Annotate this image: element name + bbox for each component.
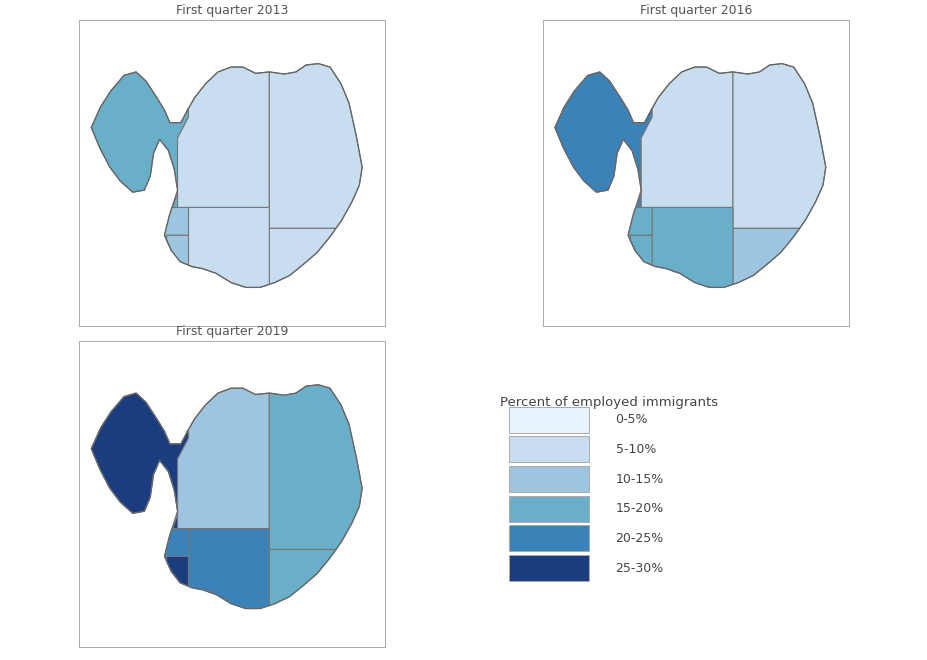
- Polygon shape: [269, 550, 336, 605]
- Bar: [508, 407, 589, 433]
- Polygon shape: [167, 235, 188, 265]
- Polygon shape: [269, 63, 362, 228]
- Polygon shape: [91, 393, 188, 513]
- Polygon shape: [167, 556, 188, 586]
- Title: First quarter 2019: First quarter 2019: [176, 325, 288, 339]
- Polygon shape: [554, 72, 652, 192]
- Polygon shape: [629, 235, 652, 265]
- Bar: [508, 436, 589, 463]
- Text: 0-5%: 0-5%: [615, 413, 647, 426]
- Polygon shape: [177, 388, 269, 529]
- Polygon shape: [188, 529, 269, 609]
- Bar: [508, 555, 589, 581]
- Polygon shape: [171, 190, 177, 207]
- Polygon shape: [164, 207, 188, 251]
- Polygon shape: [652, 207, 732, 287]
- Text: 25-30%: 25-30%: [615, 562, 663, 575]
- Text: 10-15%: 10-15%: [615, 473, 663, 486]
- Text: 15-20%: 15-20%: [615, 502, 663, 515]
- Polygon shape: [269, 385, 362, 550]
- Polygon shape: [635, 190, 641, 207]
- Polygon shape: [641, 67, 732, 207]
- Polygon shape: [91, 72, 188, 192]
- Polygon shape: [269, 228, 336, 284]
- Bar: [508, 466, 589, 492]
- Title: First quarter 2016: First quarter 2016: [639, 4, 751, 17]
- Title: First quarter 2013: First quarter 2013: [176, 4, 288, 17]
- Text: 5-10%: 5-10%: [615, 443, 655, 456]
- Polygon shape: [171, 512, 177, 529]
- Polygon shape: [628, 207, 652, 251]
- Polygon shape: [164, 529, 188, 572]
- Polygon shape: [188, 207, 269, 287]
- Bar: [508, 525, 589, 551]
- Text: 20-25%: 20-25%: [615, 532, 663, 545]
- Polygon shape: [177, 67, 269, 207]
- Text: Percent of employed immigrants: Percent of employed immigrants: [499, 396, 717, 409]
- Polygon shape: [732, 63, 825, 228]
- Polygon shape: [732, 228, 799, 284]
- Bar: [508, 496, 589, 521]
